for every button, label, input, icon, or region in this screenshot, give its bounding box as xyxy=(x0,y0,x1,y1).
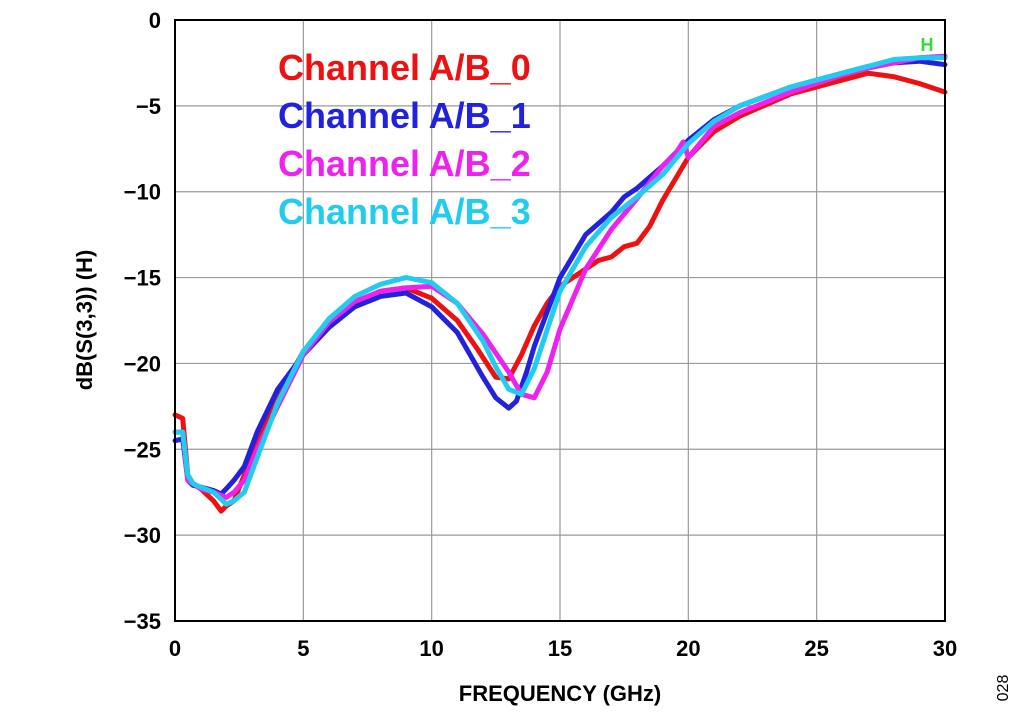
x-tick-label: 30 xyxy=(933,636,957,661)
x-tick-label: 0 xyxy=(169,636,181,661)
legend-entry-2: Channel A/B_2 xyxy=(278,143,531,184)
y-tick-label: −5 xyxy=(136,94,161,119)
tick-label-layer: 0 5 10 15 20 25 30 0 −5 −10 −15 −20 −25 −30 −35 xyxy=(124,8,958,661)
y-tick-label: −35 xyxy=(124,609,161,634)
legend: Channel A/B_0 Channel A/B_1 Channel A/B_2 C… xyxy=(278,47,531,232)
x-tick-label: 20 xyxy=(676,636,700,661)
x-tick-label: 10 xyxy=(419,636,443,661)
legend-entry-1: Channel A/B_1 xyxy=(278,95,531,136)
y-tick-label: −15 xyxy=(124,266,161,291)
figure-number: 028 xyxy=(995,675,1012,702)
y-tick-label: −30 xyxy=(124,523,161,548)
grid-layer xyxy=(175,20,945,621)
y-tick-label: −20 xyxy=(124,351,161,376)
legend-entry-3: Channel A/B_3 xyxy=(278,191,531,232)
x-tick-label: 15 xyxy=(548,636,572,661)
x-tick-label: 25 xyxy=(804,636,828,661)
series-line-2 xyxy=(172,53,948,500)
y-axis-title: dB(S(3,3)) (H) xyxy=(72,250,97,391)
plot-frame xyxy=(174,19,946,622)
y-tick-label: 0 xyxy=(149,8,161,33)
y-tick-label: −10 xyxy=(124,180,161,205)
marker-label-h: H xyxy=(921,35,934,55)
series-layer xyxy=(172,53,948,514)
x-tick-label: 5 xyxy=(297,636,309,661)
y-tick-label: −25 xyxy=(124,437,161,462)
x-axis-title: FREQUENCY (GHz) xyxy=(459,681,662,706)
legend-entry-0: Channel A/B_0 xyxy=(278,47,531,88)
series-line-3 xyxy=(172,55,948,507)
